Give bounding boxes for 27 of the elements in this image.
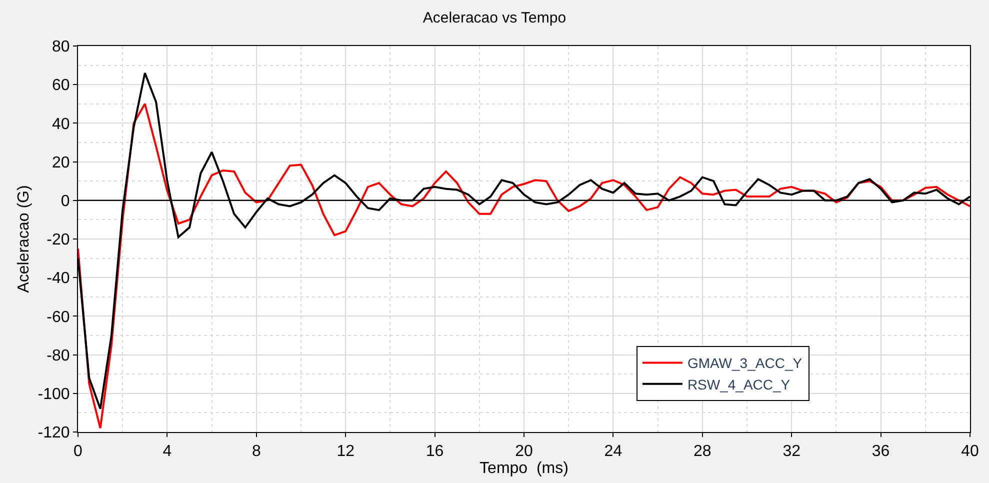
y-tick-label: 0: [60, 193, 70, 210]
y-tick-label: -100: [38, 386, 70, 403]
x-tick-label: 40: [961, 443, 979, 460]
x-tick-label: 4: [162, 443, 172, 460]
x-tick-label: 12: [336, 443, 355, 460]
x-tick-label: 20: [515, 443, 533, 460]
y-tick-label: -60: [46, 308, 70, 326]
x-tick-label: 28: [694, 443, 712, 460]
x-tick-label: 0: [74, 443, 83, 460]
x-tick-label: 8: [252, 443, 261, 460]
chart-title: Aceleracao vs Tempo: [422, 10, 566, 27]
y-tick-label: 40: [52, 116, 70, 133]
y-tick-label: 20: [52, 154, 70, 172]
y-tick-label: -120: [38, 424, 70, 442]
x-tick-label: 36: [872, 443, 890, 460]
legend-label: GMAW_3_ACC_Y: [687, 355, 803, 372]
x-tick-label: 32: [782, 443, 801, 460]
x-tick-label: 24: [604, 443, 622, 460]
y-tick-label: 60: [52, 77, 70, 94]
x-axis-title: Tempo (ms): [480, 460, 568, 478]
y-axis-title: Aceleracao (G): [16, 185, 33, 293]
y-tick-label: 80: [52, 38, 70, 56]
y-tick-label: -80: [46, 347, 70, 364]
x-tick-label: 16: [426, 443, 444, 460]
legend-label: RSW_4_ACC_Y: [687, 376, 791, 392]
y-tick-label: -40: [46, 270, 70, 288]
y-tick-label: -20: [46, 232, 70, 249]
